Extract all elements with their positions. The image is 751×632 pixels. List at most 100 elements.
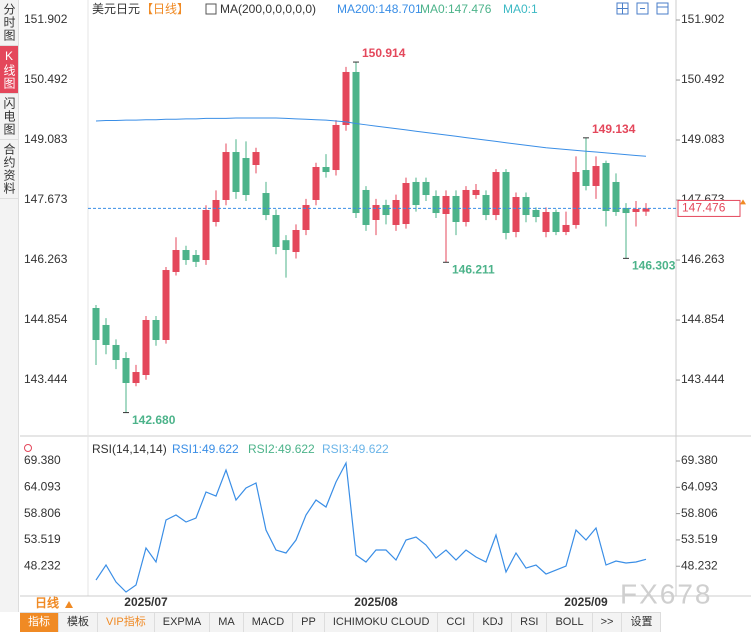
candle-body <box>482 195 490 216</box>
last-price-label: 147.476 <box>682 201 726 215</box>
ma-line <box>95 117 647 157</box>
candle-body <box>272 215 280 247</box>
y-tick-label: 58.806 <box>24 506 61 520</box>
toolbar-tab[interactable]: BOLL <box>547 613 593 632</box>
candle-body <box>502 172 510 233</box>
y-tick-label: 64.093 <box>681 479 718 493</box>
candle-body <box>92 307 100 341</box>
candle-body <box>632 209 640 212</box>
y-tick-label: 53.519 <box>681 532 718 546</box>
period: 【日线】 <box>141 2 189 16</box>
legend: MA0:1 <box>503 2 538 16</box>
low-label: 146.211 <box>452 262 495 276</box>
legend: MA200:148.701 <box>337 2 422 16</box>
y-tick-label: 147.673 <box>24 192 68 206</box>
candle-body <box>582 170 590 186</box>
candle-body <box>302 205 310 231</box>
legend: RSI3:49.622 <box>322 442 389 456</box>
candle-body <box>212 199 220 223</box>
candle-body <box>462 189 470 223</box>
toolbar-tab[interactable]: PP <box>293 613 325 632</box>
y-tick-label: 143.444 <box>681 372 725 386</box>
candle-body <box>292 230 300 253</box>
toolbar-tab[interactable]: ICHIMOKU CLOUD <box>325 613 439 632</box>
high-label: 150.914 <box>362 46 406 60</box>
sidebar: 分时图 K线图 闪电图 合约资料 <box>0 0 19 612</box>
y-tick-label: 64.093 <box>24 479 61 493</box>
candle-body <box>202 209 210 261</box>
toolbar-tab[interactable]: RSI <box>512 613 548 632</box>
candle-body <box>552 211 560 233</box>
candle-body <box>372 205 380 221</box>
candle-body <box>602 162 610 212</box>
legend: RSI1:49.622 <box>172 442 239 456</box>
candle-body <box>102 324 110 345</box>
candle-body <box>242 158 250 196</box>
toolbar-tab[interactable]: MA <box>210 613 244 632</box>
candle-body <box>522 197 530 216</box>
candle-body <box>492 172 500 216</box>
candle-body <box>642 208 650 212</box>
y-tick-label: 53.519 <box>24 532 61 546</box>
x-tick-label: 2025/08 <box>354 595 398 609</box>
candle-body <box>472 189 480 196</box>
legend: MA0:147.476 <box>420 2 492 16</box>
candle-body <box>172 250 180 272</box>
rsi-line <box>95 460 647 593</box>
low-label: 146.303 <box>632 259 676 273</box>
candle-body <box>422 181 430 196</box>
toolbar-icons[interactable] <box>616 2 669 15</box>
candle-body <box>542 211 550 233</box>
toolbar-tab[interactable]: 设置 <box>622 613 662 632</box>
candle-body <box>392 199 400 225</box>
candle-body <box>222 152 230 200</box>
chart-title: RSI(14,14,14) <box>92 442 167 456</box>
legend: RSI2:49.622 <box>248 442 315 456</box>
icon <box>740 199 746 205</box>
candle-body <box>612 181 620 212</box>
y-tick-label: 149.083 <box>681 132 725 146</box>
icon[interactable] <box>24 444 32 452</box>
candle-body <box>592 166 600 186</box>
candle-body <box>252 152 260 165</box>
high-label: 149.134 <box>592 122 636 136</box>
icon[interactable] <box>65 601 73 608</box>
toolbar-tab[interactable]: KDJ <box>474 613 513 632</box>
toolbar-tab[interactable]: 指标 <box>20 613 59 632</box>
candle-body <box>352 71 360 214</box>
toolbar-tab[interactable]: >> <box>593 613 623 632</box>
sidebar-tab[interactable]: 合约资料 <box>0 140 18 199</box>
y-tick-label: 150.492 <box>24 72 68 86</box>
last-price-box <box>677 199 741 217</box>
candle-body <box>282 240 290 251</box>
candle-body <box>332 124 340 171</box>
candle-body <box>322 167 330 173</box>
toolbar-tab[interactable]: EXPMA <box>155 613 211 632</box>
toolbar-tab[interactable]: VIP指标 <box>98 613 155 632</box>
toolbar-tab[interactable]: 模板 <box>59 613 98 632</box>
period-selector[interactable]: 日线 <box>35 595 59 610</box>
candle-body <box>432 195 440 214</box>
candle-body <box>132 372 140 384</box>
y-tick-label: 144.854 <box>24 312 68 326</box>
icon[interactable] <box>205 3 217 15</box>
candle-body <box>162 270 170 341</box>
y-tick-label: 150.492 <box>681 72 725 86</box>
sidebar-tab[interactable]: 闪电图 <box>0 94 18 140</box>
candle-body <box>342 71 350 125</box>
candle-body <box>412 181 420 206</box>
candle-body <box>362 189 370 225</box>
toolbar-tab[interactable]: MACD <box>244 613 294 632</box>
candle-body <box>232 152 240 192</box>
candle-body <box>532 209 540 218</box>
sidebar-tab[interactable]: 分时图 <box>0 0 18 46</box>
y-tick-label: 58.806 <box>681 506 718 520</box>
candle-body <box>182 250 190 261</box>
watermark: FX678 <box>620 578 713 609</box>
sidebar-tab[interactable]: K线图 <box>0 46 18 94</box>
candle-body <box>622 207 630 214</box>
candle-body <box>442 195 450 214</box>
toolbar-tab[interactable]: CCI <box>438 613 475 632</box>
candle-body <box>112 344 120 361</box>
